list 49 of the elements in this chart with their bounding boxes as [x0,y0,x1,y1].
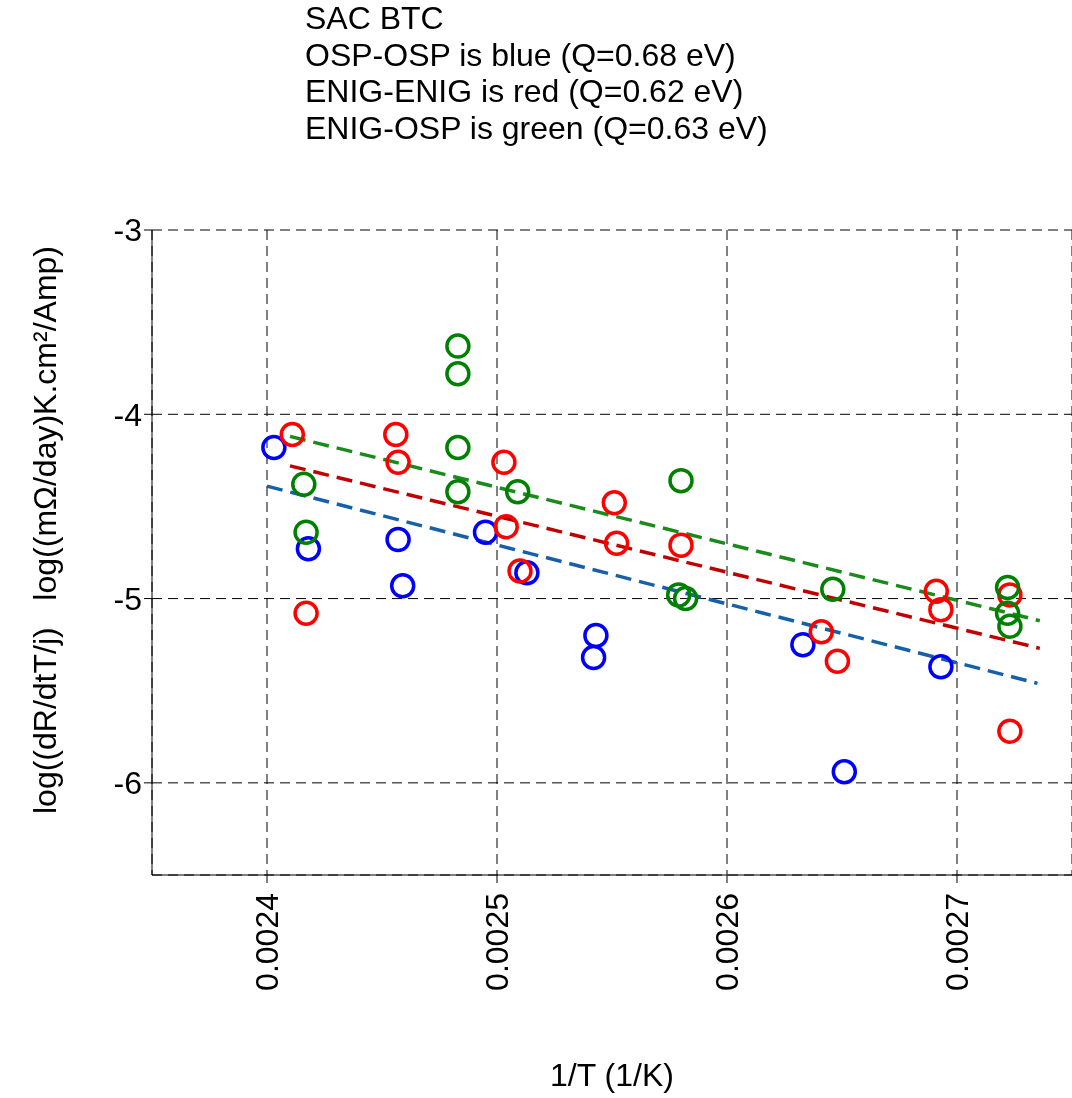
text: ENIG-OSP is green (Q=0.63 eV) [305,109,768,146]
y-tick-label: -5 [113,580,142,617]
x-tick-label: 0.0024 [249,893,285,991]
point [385,449,411,475]
point [665,582,692,608]
point [928,596,954,623]
point [493,513,519,540]
point [383,421,409,448]
point [583,622,609,649]
point [994,600,1021,627]
point [997,718,1023,745]
point [928,654,954,680]
point [279,421,306,448]
point [820,576,846,603]
point [389,572,416,599]
point [672,585,699,612]
chart-title: SAC BTC [305,0,445,37]
x-tick-label: 0.0026 [709,893,745,991]
point [445,333,471,359]
y-tick-label: -3 [113,212,142,249]
point [601,489,628,516]
x-tick-label: 0.0027 [939,893,975,991]
point [668,532,694,558]
point [507,558,533,584]
point [997,613,1023,639]
point [603,530,630,557]
point [668,467,694,494]
y-tick-label: -6 [113,765,142,802]
y-tick-label: -4 [113,396,142,433]
point [445,360,471,387]
point [291,471,317,498]
y-axis-title: log((dR/dtT/j) log((mΩ/day)K.cm²/Amp) [26,246,64,814]
point [293,519,319,545]
x-axis-title: 1/T (1/K) [550,1057,674,1093]
point [445,478,471,505]
point [491,449,517,475]
point [831,759,858,785]
point [580,644,607,671]
point [385,526,411,553]
x-tick-label: 0.0025 [479,893,515,991]
point [504,478,531,505]
point [445,434,471,461]
text: OSP-OSP is blue (Q=0.68 eV) [305,36,737,73]
text: ENIG-ENIG is red (Q=0.62 eV) [305,73,745,110]
point [994,574,1021,601]
point [923,578,950,604]
point [808,618,835,645]
point [293,600,319,627]
point [824,648,851,674]
